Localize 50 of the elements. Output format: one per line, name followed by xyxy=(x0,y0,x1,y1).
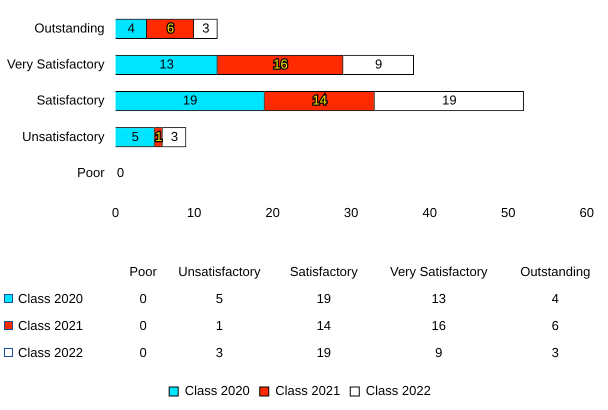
x-tick-label: 0 xyxy=(112,204,120,220)
legend-label: Class 2022 xyxy=(17,344,84,362)
x-tick-label: 10 xyxy=(186,204,202,220)
y-tick-label: Poor xyxy=(77,164,106,180)
data-label: 14 xyxy=(316,317,332,335)
data-label: 6 xyxy=(550,317,560,335)
data-label: 13 xyxy=(159,56,174,72)
data-label: 3 xyxy=(214,344,224,362)
x-tick-label: 30 xyxy=(344,204,358,220)
data-label: 16 xyxy=(273,56,288,72)
data-label: 16 xyxy=(430,317,447,335)
data-label: 0 xyxy=(138,290,148,308)
y-tick-label: Satisfactory xyxy=(36,92,106,108)
data-label: 6 xyxy=(166,20,174,36)
x-tick-label: 60 xyxy=(580,204,594,220)
data-label: 14 xyxy=(312,92,327,108)
text: Class 2022 xyxy=(366,383,431,398)
data-label: 3 xyxy=(170,128,178,144)
y-tick-label: Outstanding xyxy=(34,20,105,36)
x-tick-label: 40 xyxy=(422,204,437,220)
category-label: Satisfactory xyxy=(288,263,359,281)
data-label: 19 xyxy=(316,290,332,308)
y-tick-label: Very Satisfactory xyxy=(6,56,106,72)
x-tick-label: 50 xyxy=(500,204,516,220)
legend-label: Class 2020 xyxy=(184,383,250,398)
data-label: 4 xyxy=(128,20,135,36)
data-label: 13 xyxy=(430,290,447,308)
data-label: 0 xyxy=(116,164,124,180)
data-label: 19 xyxy=(316,344,332,362)
y-tick-label: Unsatisfactory xyxy=(22,128,106,144)
data-label: 9 xyxy=(375,56,382,72)
category-label: Outstanding xyxy=(519,263,592,281)
legend-label: Class 2021 xyxy=(17,317,84,335)
data-label: 5 xyxy=(132,128,139,144)
category-label: Poor xyxy=(128,263,158,281)
x-tick-label: 20 xyxy=(265,204,280,220)
legend-label: Class 2021 xyxy=(275,383,340,398)
data-label: 3 xyxy=(202,20,210,36)
data-label: 3 xyxy=(550,344,560,362)
category-label: Very Satisfactory xyxy=(388,263,489,281)
data-label: 4 xyxy=(550,290,560,308)
data-label: 9 xyxy=(434,344,444,362)
data-label: 5 xyxy=(214,290,224,308)
data-label: 0 xyxy=(138,344,148,362)
data-label: 1 xyxy=(214,317,224,335)
legend-label: Class 2020 xyxy=(17,290,84,308)
category-label: Unsatisfactory xyxy=(177,263,262,281)
data-label: 0 xyxy=(138,317,148,335)
data-label: 19 xyxy=(442,92,457,108)
data-label: 19 xyxy=(182,92,198,108)
